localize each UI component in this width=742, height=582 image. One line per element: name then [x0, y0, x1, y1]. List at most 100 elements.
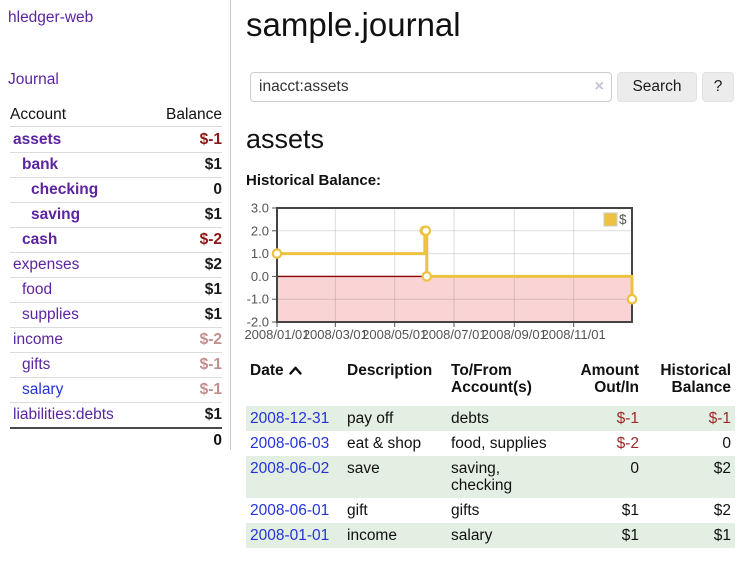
svg-text:1.0: 1.0 — [251, 246, 269, 261]
account-row: cash $-2 — [10, 227, 222, 252]
account-balance: $-2 — [199, 231, 222, 248]
account-link[interactable]: cash — [22, 231, 58, 248]
date-link[interactable]: 2008-06-02 — [250, 460, 330, 477]
account-row: income $-2 — [10, 327, 222, 352]
journal-link[interactable]: Journal — [8, 71, 59, 88]
account-balance: $1 — [204, 406, 222, 423]
account-balance: $1 — [204, 306, 222, 323]
balance-column-header: Balance — [165, 105, 222, 123]
search-input[interactable] — [250, 72, 612, 102]
register-row: 2008-06-01 gift gifts $1 $2 — [246, 498, 735, 523]
register-row: 2008-06-02 save saving, checking 0 $2 — [246, 456, 735, 498]
sidebar: hledger-web Journal Account Balance asse… — [0, 0, 231, 450]
chart-legend: $ — [603, 212, 627, 227]
register-header-row: Date Description To/From Account(s) Amou… — [246, 358, 735, 406]
balance-cell: 0 — [722, 435, 731, 452]
account-row: liabilities:debts $1 — [10, 402, 222, 427]
account-row: expenses $2 — [10, 252, 222, 277]
balance-cell: $1 — [713, 527, 731, 544]
accounts-cell: salary — [451, 527, 493, 544]
account-link[interactable]: gifts — [22, 356, 51, 373]
account-balance: $1 — [204, 281, 222, 298]
search-form: × Search ? — [250, 72, 734, 102]
accounts-cell: saving, checking — [451, 460, 513, 494]
search-button[interactable]: Search — [617, 72, 697, 102]
balance-cell: $2 — [713, 460, 731, 477]
account-row: food $1 — [10, 277, 222, 302]
register-row: 2008-06-03 eat & shop food, supplies $-2 0 — [246, 431, 735, 456]
accounts-cell: gifts — [451, 502, 480, 519]
account-link[interactable]: liabilities:debts — [13, 406, 114, 423]
account-row: assets $-1 — [10, 127, 222, 152]
description-cell: pay off — [347, 410, 394, 427]
account-balance: $1 — [204, 156, 222, 173]
account-link[interactable]: income — [13, 331, 63, 348]
account-balance: $-1 — [199, 356, 222, 373]
accounts-cell: debts — [451, 410, 489, 427]
account-link[interactable]: bank — [22, 156, 59, 173]
amount-cell: $-2 — [616, 435, 639, 452]
search-input-wrapper: × — [250, 72, 612, 102]
account-link[interactable]: salary — [22, 381, 64, 398]
account-page-title: assets — [246, 124, 325, 154]
description-cell: income — [347, 527, 397, 544]
balance-chart-svg: 3.0 2.0 1.0 0.0 -1.0 -2.02008/01/012008/03/01… — [244, 201, 638, 342]
description-cell: save — [347, 460, 380, 477]
amount-cell: $-1 — [616, 410, 639, 427]
th-amount: Amount Out/In — [580, 362, 639, 396]
account-row: checking 0 — [10, 177, 222, 202]
account-balance: $1 — [204, 206, 222, 223]
date-link[interactable]: 2008-06-03 — [250, 435, 330, 452]
account-link[interactable]: food — [22, 281, 53, 298]
account-balance: 0 — [213, 181, 222, 198]
svg-text:2008/07/01: 2008/07/01 — [421, 327, 486, 342]
date-link[interactable]: 2008-06-01 — [250, 502, 330, 519]
accounts-table-header: Account Balance — [10, 103, 222, 127]
account-balance: $-2 — [199, 331, 222, 348]
historical-balance-chart: 3.0 2.0 1.0 0.0 -1.0 -2.0 2008/01/01 2008/03/01… — [242, 198, 642, 346]
date-link[interactable]: 2008-12-31 — [250, 410, 330, 427]
register-row: 2008-01-01 income salary $1 $1 — [246, 523, 735, 548]
date-cell: 2008-06-03 — [246, 431, 343, 456]
amount-cell: 0 — [630, 460, 639, 477]
account-link[interactable]: expenses — [13, 256, 80, 273]
amount-cell: $1 — [621, 527, 639, 544]
svg-text:2008/11/01: 2008/11/01 — [542, 327, 606, 342]
register-row: 2008-12-31 pay off debts $-1 $-1 — [246, 406, 735, 431]
account-link[interactable]: supplies — [22, 306, 79, 323]
th-description: Description — [347, 362, 433, 379]
svg-text:2008/09/01: 2008/09/01 — [482, 327, 547, 342]
account-row: bank $1 — [10, 152, 222, 177]
account-link[interactable]: checking — [31, 181, 99, 198]
date-cell: 2008-06-02 — [246, 456, 343, 498]
description-cell: gift — [347, 502, 368, 519]
help-button[interactable]: ? — [702, 72, 734, 102]
brand-link[interactable]: hledger-web — [8, 9, 94, 26]
svg-text:0.0: 0.0 — [251, 269, 269, 284]
account-balance: $-1 — [199, 381, 222, 398]
page-title: sample.journal — [246, 6, 461, 43]
account-balance: $-1 — [199, 130, 222, 148]
accounts-total-value: 0 — [213, 431, 222, 449]
amount-cell: $1 — [621, 502, 639, 519]
chart-title: Historical Balance: — [246, 172, 382, 189]
accounts-cell: food, supplies — [451, 435, 547, 452]
date-cell: 2008-06-01 — [246, 498, 343, 523]
date-cell: 2008-01-01 — [246, 523, 343, 548]
clear-search-icon[interactable]: × — [594, 78, 604, 95]
svg-text:-1.0: -1.0 — [247, 292, 269, 307]
svg-text:2.0: 2.0 — [251, 223, 269, 238]
account-link[interactable]: saving — [31, 206, 81, 223]
date-cell: 2008-12-31 — [246, 406, 343, 431]
svg-text:2008/01/01: 2008/01/01 — [244, 327, 309, 342]
sort-ascending-icon — [288, 366, 302, 375]
account-row: salary $-1 — [10, 377, 222, 402]
date-link[interactable]: 2008-01-01 — [250, 527, 330, 544]
description-cell: eat & shop — [347, 435, 422, 452]
account-link[interactable]: assets — [13, 130, 62, 148]
svg-text:2008/05/01: 2008/05/01 — [362, 327, 427, 342]
th-date[interactable]: Date — [246, 358, 343, 406]
th-balance: Historical Balance — [660, 362, 731, 396]
account-column-header: Account — [10, 105, 67, 123]
